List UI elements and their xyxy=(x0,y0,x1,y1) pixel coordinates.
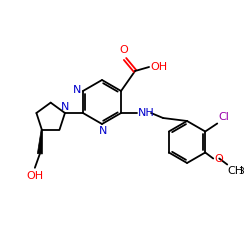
Text: OH: OH xyxy=(150,62,167,72)
Text: 3: 3 xyxy=(238,168,244,176)
Text: N: N xyxy=(72,85,81,95)
Text: OH: OH xyxy=(26,171,44,181)
Text: O: O xyxy=(120,45,128,55)
Text: O: O xyxy=(214,154,223,164)
Text: CH: CH xyxy=(227,166,243,175)
Text: N: N xyxy=(61,102,69,112)
Text: Cl: Cl xyxy=(218,112,229,122)
Polygon shape xyxy=(37,130,43,154)
Text: NH: NH xyxy=(138,108,155,118)
Text: N: N xyxy=(99,126,107,136)
